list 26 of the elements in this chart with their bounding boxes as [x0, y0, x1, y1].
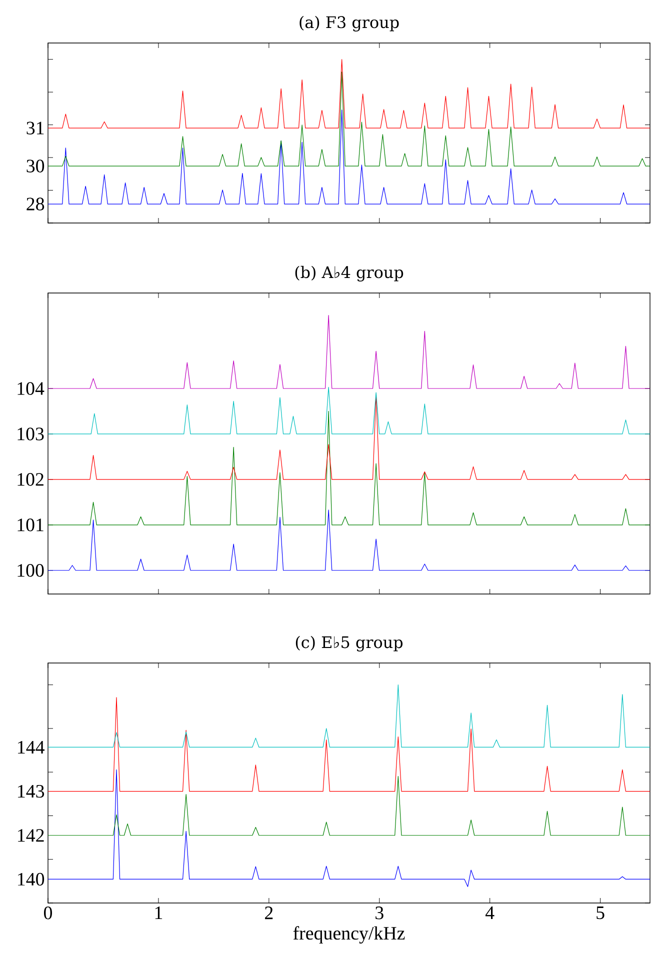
x-tick-label: 3 — [376, 906, 384, 920]
line-series — [48, 314, 650, 389]
series-label: 28 — [26, 198, 44, 210]
x-tick-label: 2 — [265, 906, 273, 920]
series-label: 140 — [18, 872, 44, 886]
x-tick-label: 4 — [485, 906, 494, 919]
series-label: 143 — [18, 784, 44, 798]
x-axis-title: frequency/kHz — [293, 926, 405, 944]
chart-title: (c) E♭5 group — [296, 636, 403, 652]
chart-title: (a) F3 group — [300, 16, 399, 32]
line-series — [48, 386, 650, 434]
y-tick-label: 102 — [18, 473, 44, 486]
y-tick-label: 104 — [18, 382, 44, 395]
series-label: 144 — [18, 740, 45, 754]
y-tick-label: 100 — [18, 564, 44, 577]
line-series — [48, 410, 650, 526]
chart-title: (b) A♭4 group — [295, 266, 404, 282]
series-label: 142 — [18, 829, 44, 842]
line-series — [48, 510, 650, 571]
x-tick-label: 5 — [596, 906, 604, 920]
y-tick-label: 103 — [18, 428, 44, 440]
series-label: 31 — [26, 122, 44, 134]
y-tick-label: 101 — [18, 518, 44, 532]
x-tick-label: 0 — [44, 906, 52, 920]
x-tick-label: 1 — [155, 906, 162, 920]
series-label: 30 — [26, 160, 44, 172]
